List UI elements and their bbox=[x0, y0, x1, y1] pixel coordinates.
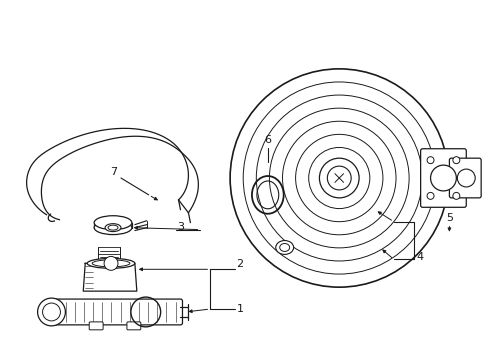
FancyBboxPatch shape bbox=[420, 149, 466, 207]
Ellipse shape bbox=[92, 260, 130, 267]
Ellipse shape bbox=[108, 225, 118, 230]
Circle shape bbox=[456, 169, 474, 187]
FancyBboxPatch shape bbox=[448, 158, 480, 198]
FancyBboxPatch shape bbox=[89, 322, 103, 330]
Text: 3: 3 bbox=[177, 222, 183, 231]
Text: 4: 4 bbox=[415, 252, 422, 262]
Circle shape bbox=[42, 303, 61, 321]
Text: 7: 7 bbox=[110, 167, 117, 177]
Circle shape bbox=[429, 165, 455, 191]
Circle shape bbox=[426, 192, 433, 199]
Circle shape bbox=[38, 298, 65, 326]
Ellipse shape bbox=[94, 216, 132, 230]
Ellipse shape bbox=[275, 240, 293, 255]
Text: 2: 2 bbox=[236, 259, 243, 269]
Text: 6: 6 bbox=[264, 135, 271, 145]
Circle shape bbox=[452, 192, 459, 199]
Circle shape bbox=[326, 166, 350, 190]
Circle shape bbox=[452, 157, 459, 164]
Ellipse shape bbox=[279, 243, 289, 251]
Text: 1: 1 bbox=[236, 304, 243, 314]
Ellipse shape bbox=[94, 221, 132, 235]
FancyBboxPatch shape bbox=[49, 299, 182, 325]
Circle shape bbox=[319, 158, 358, 198]
FancyBboxPatch shape bbox=[127, 322, 141, 330]
Text: 5: 5 bbox=[445, 213, 452, 223]
Ellipse shape bbox=[87, 258, 135, 268]
Circle shape bbox=[426, 157, 433, 164]
Ellipse shape bbox=[105, 224, 121, 231]
Circle shape bbox=[104, 256, 118, 270]
